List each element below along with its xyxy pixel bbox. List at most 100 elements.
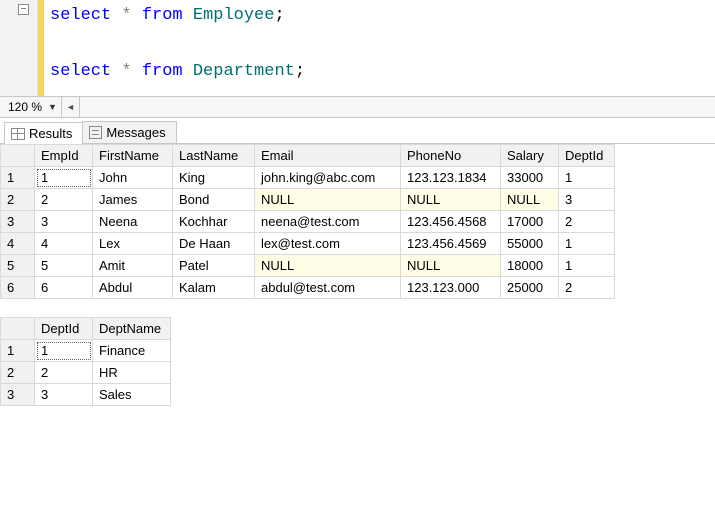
cell[interactable]: 5 <box>35 255 93 277</box>
cell[interactable]: Finance <box>93 340 171 362</box>
cell[interactable]: NULL <box>401 255 501 277</box>
scroll-left-icon[interactable]: ◄ <box>62 97 80 117</box>
cell[interactable]: 1 <box>35 167 93 189</box>
cell[interactable]: 2 <box>35 362 93 384</box>
cell[interactable]: 2 <box>559 277 615 299</box>
tab-label: Messages <box>106 125 165 140</box>
row-header[interactable]: 5 <box>1 255 35 277</box>
results-grid-department[interactable]: DeptIdDeptName11Finance22HR33Sales <box>0 317 171 406</box>
cell[interactable]: abdul@test.com <box>255 277 401 299</box>
cell[interactable]: 123.123.000 <box>401 277 501 299</box>
results-grid-employee[interactable]: EmpIdFirstNameLastNameEmailPhoneNoSalary… <box>0 144 615 299</box>
zoom-bar: 120 % ▼ ◄ <box>0 96 715 118</box>
cell[interactable]: neena@test.com <box>255 211 401 233</box>
cell[interactable]: Neena <box>93 211 173 233</box>
operator: * <box>121 6 131 25</box>
cell[interactable]: De Haan <box>173 233 255 255</box>
cell[interactable]: lex@test.com <box>255 233 401 255</box>
cell[interactable]: 123.456.4568 <box>401 211 501 233</box>
cell[interactable]: 4 <box>35 233 93 255</box>
row-header[interactable]: 4 <box>1 233 35 255</box>
row-header[interactable]: 2 <box>1 362 35 384</box>
cell[interactable]: 2 <box>559 211 615 233</box>
column-header[interactable]: PhoneNo <box>401 145 501 167</box>
cell[interactable]: NULL <box>501 189 559 211</box>
semicolon: ; <box>274 6 284 25</box>
cell[interactable]: 1 <box>559 233 615 255</box>
cell[interactable]: NULL <box>401 189 501 211</box>
identifier: Department <box>193 62 295 81</box>
row-header[interactable]: 1 <box>1 167 35 189</box>
grid-corner <box>1 318 35 340</box>
column-header[interactable]: LastName <box>173 145 255 167</box>
tab-results[interactable]: Results <box>4 122 83 144</box>
cell[interactable]: Kochhar <box>173 211 255 233</box>
row-header[interactable]: 2 <box>1 189 35 211</box>
cell[interactable]: 55000 <box>501 233 559 255</box>
sql-editor[interactable]: − select * from Employee; select * from … <box>0 0 715 96</box>
cell[interactable]: 2 <box>35 189 93 211</box>
table-row[interactable]: 55AmitPatelNULLNULL180001 <box>1 255 615 277</box>
column-header[interactable]: Email <box>255 145 401 167</box>
table-row[interactable]: 33Sales <box>1 384 171 406</box>
cell[interactable]: NULL <box>255 255 401 277</box>
semicolon: ; <box>295 62 305 81</box>
keyword: select <box>50 62 111 81</box>
tab-messages[interactable]: Messages <box>82 121 176 143</box>
cell[interactable]: NULL <box>255 189 401 211</box>
cell[interactable]: 18000 <box>501 255 559 277</box>
cell[interactable]: James <box>93 189 173 211</box>
editor-gutter: − <box>0 0 38 96</box>
cell[interactable]: 1 <box>559 255 615 277</box>
row-header[interactable]: 6 <box>1 277 35 299</box>
zoom-select[interactable]: 120 % ▼ <box>0 97 62 117</box>
table-row[interactable]: 22HR <box>1 362 171 384</box>
chevron-down-icon: ▼ <box>48 102 57 112</box>
table-row[interactable]: 66AbdulKalamabdul@test.com123.123.000250… <box>1 277 615 299</box>
results-pane: EmpIdFirstNameLastNameEmailPhoneNoSalary… <box>0 144 715 406</box>
column-header[interactable]: FirstName <box>93 145 173 167</box>
cell[interactable]: 17000 <box>501 211 559 233</box>
code-area[interactable]: select * from Employee; select * from De… <box>44 0 715 96</box>
cell[interactable]: 123.123.1834 <box>401 167 501 189</box>
cell[interactable]: Bond <box>173 189 255 211</box>
cell[interactable]: John <box>93 167 173 189</box>
column-header[interactable]: EmpId <box>35 145 93 167</box>
cell[interactable]: 3 <box>559 189 615 211</box>
cell[interactable]: 1 <box>35 340 93 362</box>
operator: * <box>121 62 131 81</box>
cell[interactable]: HR <box>93 362 171 384</box>
cell[interactable]: john.king@abc.com <box>255 167 401 189</box>
cell[interactable]: Abdul <box>93 277 173 299</box>
row-header[interactable]: 1 <box>1 340 35 362</box>
cell[interactable]: 123.456.4569 <box>401 233 501 255</box>
cell[interactable]: Kalam <box>173 277 255 299</box>
cell[interactable]: 1 <box>559 167 615 189</box>
cell[interactable]: Sales <box>93 384 171 406</box>
column-header[interactable]: Salary <box>501 145 559 167</box>
cell[interactable]: Patel <box>173 255 255 277</box>
keyword: select <box>50 6 111 25</box>
column-header[interactable]: DeptId <box>35 318 93 340</box>
cell[interactable]: 33000 <box>501 167 559 189</box>
column-header[interactable]: DeptId <box>559 145 615 167</box>
table-row[interactable]: 11JohnKingjohn.king@abc.com123.123.18343… <box>1 167 615 189</box>
table-row[interactable]: 22JamesBondNULLNULLNULL3 <box>1 189 615 211</box>
cell[interactable]: Amit <box>93 255 173 277</box>
row-header[interactable]: 3 <box>1 384 35 406</box>
cell[interactable]: 25000 <box>501 277 559 299</box>
column-header[interactable]: DeptName <box>93 318 171 340</box>
tab-label: Results <box>29 126 72 141</box>
cell[interactable]: 6 <box>35 277 93 299</box>
cell[interactable]: Lex <box>93 233 173 255</box>
messages-icon <box>89 126 102 139</box>
cell[interactable]: King <box>173 167 255 189</box>
cell[interactable]: 3 <box>35 211 93 233</box>
keyword: from <box>142 6 183 25</box>
table-row[interactable]: 44LexDe Haanlex@test.com123.456.45695500… <box>1 233 615 255</box>
cell[interactable]: 3 <box>35 384 93 406</box>
row-header[interactable]: 3 <box>1 211 35 233</box>
table-row[interactable]: 11Finance <box>1 340 171 362</box>
table-row[interactable]: 33NeenaKochharneena@test.com123.456.4568… <box>1 211 615 233</box>
collapse-icon[interactable]: − <box>18 4 29 15</box>
